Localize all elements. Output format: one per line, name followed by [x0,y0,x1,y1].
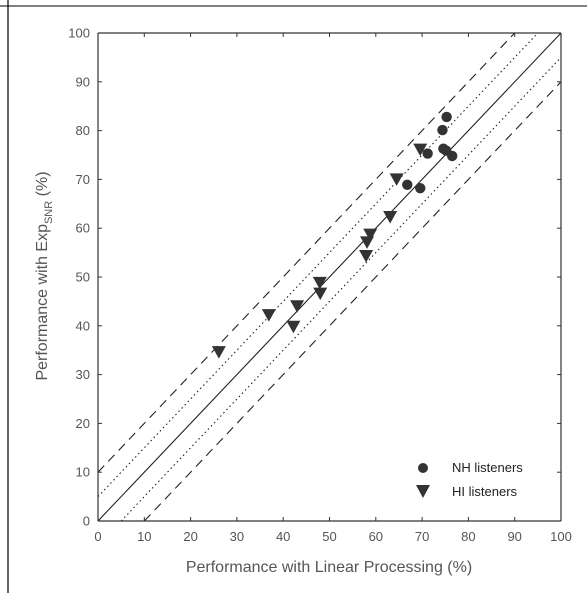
hi-listener-point [413,143,428,157]
legend-label-nh: NH listeners [452,460,523,475]
hi-listener-point [359,250,374,263]
y-axis-label-subscript: SNR [43,201,55,224]
reference-line-dotted-plus5 [97,32,539,497]
nh-listener-point [446,150,458,162]
reference-line-solid-plus0 [97,32,562,522]
hi-listener-point [312,276,327,290]
y-axis-label-suffix: (%) [34,171,51,200]
hi-listener-point [261,309,276,322]
y-tick-label: 30 [76,367,90,382]
y-axis-label: Performance with ExpSNR (%) [34,171,55,380]
hi-listener-point [211,346,226,359]
x-tick-label: 70 [415,529,429,544]
x-tick-label: 50 [322,529,336,544]
y-tick-label: 60 [76,221,90,236]
reference-line-dashed-minus10 [143,81,562,522]
x-axis-label: Performance with Linear Processing (%) [186,559,472,576]
x-tick-label: 90 [507,529,521,544]
legend-marker-hi-triangle-icon [416,485,430,498]
legend: NH listeners HI listeners [416,460,523,499]
nh-listener-point [437,124,448,136]
x-tick-label: 30 [230,529,244,544]
x-tick-label: 80 [461,529,475,544]
y-tick-label: 90 [76,74,90,89]
hi-listener-point [286,320,301,334]
y-tick-label: 40 [76,318,90,333]
hi-listener-point [313,287,328,301]
hi-listener-point [360,236,375,249]
x-tick-label: 100 [550,529,572,544]
y-tick-label: 100 [68,26,90,41]
x-tick-label: 20 [183,529,197,544]
y-tick-label: 50 [76,270,90,285]
x-tick-label: 40 [276,529,290,544]
hi-listener-point [290,300,305,313]
hi-listener-point [383,211,398,224]
tick-labels: 0 10 20 30 40 50 60 70 80 90 100 0 10 20 30 40 50 60 70 80 9… [68,26,572,545]
y-tick-label: 70 [76,172,90,187]
nh-listener-point [402,179,413,190]
reference-lines [97,32,562,522]
x-tick-label: 10 [137,529,151,544]
y-tick-label: 10 [76,465,90,480]
x-tick-label: 60 [369,529,383,544]
reference-line-dotted-minus5 [120,57,562,522]
y-tick-label: 80 [76,123,90,138]
nh-listener-point [415,182,426,194]
y-axis-label-main: Performance with Exp [34,224,51,381]
y-tick-label: 20 [76,416,90,431]
hi-listener-point [363,228,378,242]
data-points [211,111,458,359]
legend-label-hi: HI listeners [452,484,518,499]
reference-line-dashed-plus10 [97,32,516,473]
x-tick-label: 0 [94,529,101,544]
legend-marker-nh-circle-icon [418,463,428,473]
nh-listener-point [441,111,452,123]
hi-listener-point [389,173,404,186]
nh-listener-point [422,148,433,159]
y-tick-label: 0 [83,514,90,529]
